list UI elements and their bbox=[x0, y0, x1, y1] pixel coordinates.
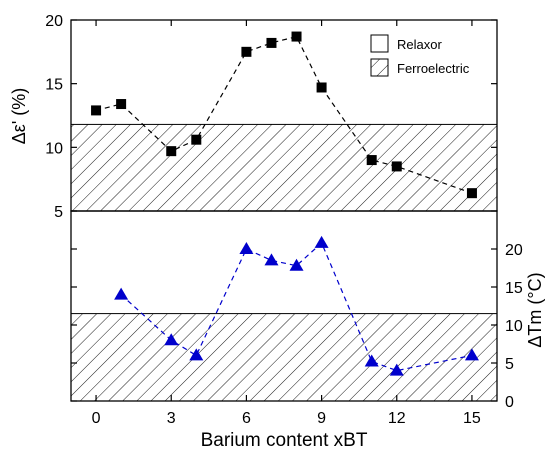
bottom-plot-frame bbox=[70, 210, 498, 402]
top-panel: 5 10 15 20 Δε' (%) bbox=[9, 13, 498, 221]
top-data-point bbox=[316, 82, 327, 93]
top-data-point bbox=[291, 31, 302, 42]
top-shaded-region bbox=[70, 123, 498, 212]
legend-swatch-ferroelectric bbox=[370, 58, 389, 77]
bottom-y-tick-label: 15 bbox=[505, 280, 523, 297]
bottom-data-point bbox=[464, 348, 479, 361]
bottom-series-line bbox=[120, 241, 473, 372]
top-y-axis-label: Δε' (%) bbox=[9, 88, 29, 144]
bottom-shaded-region bbox=[70, 313, 498, 402]
bottom-markers bbox=[114, 235, 479, 376]
bottom-data-point bbox=[314, 235, 329, 248]
top-y-tick-label: 5 bbox=[54, 204, 63, 221]
x-ticks: 0 3 6 9 12 15 bbox=[92, 20, 481, 427]
bottom-y-axis-label: ΔTm (°C) bbox=[525, 272, 545, 347]
bottom-data-point bbox=[289, 258, 304, 271]
bottom-data-point bbox=[164, 333, 179, 346]
legend-swatch-relaxor bbox=[370, 34, 389, 53]
top-data-point bbox=[116, 99, 127, 110]
legend-label-relaxor: Relaxor bbox=[397, 37, 442, 52]
x-tick-label: 12 bbox=[388, 410, 406, 427]
top-data-point bbox=[366, 155, 377, 166]
bottom-y-tick-label: 20 bbox=[505, 242, 523, 259]
bottom-data-point bbox=[189, 348, 204, 361]
top-y-tick-label: 20 bbox=[45, 13, 63, 30]
bottom-data-point bbox=[364, 354, 379, 367]
top-markers bbox=[91, 31, 477, 199]
legend-label-ferroelectric: Ferroelectric bbox=[397, 61, 470, 76]
bottom-y-ticks: 0 5 10 15 20 bbox=[71, 210, 523, 411]
top-data-point bbox=[191, 134, 202, 145]
bottom-data-point bbox=[239, 242, 254, 254]
top-y-tick-label: 15 bbox=[45, 77, 63, 94]
x-axis-label: Barium content xBT bbox=[201, 430, 368, 451]
top-data-point bbox=[91, 105, 102, 116]
x-tick-label: 0 bbox=[92, 410, 101, 427]
bottom-y-tick-label: 5 bbox=[505, 356, 514, 373]
bottom-panel: 0 5 10 15 20 ΔTm (°C) bbox=[70, 210, 545, 411]
top-data-point bbox=[466, 188, 477, 199]
bottom-data-point bbox=[114, 287, 129, 300]
x-tick-label: 3 bbox=[167, 410, 176, 427]
top-data-point bbox=[391, 161, 402, 172]
bottom-data-point bbox=[389, 363, 404, 376]
bottom-y-tick-label: 10 bbox=[505, 318, 523, 335]
top-data-point bbox=[241, 46, 252, 57]
top-y-ticks: 5 10 15 20 bbox=[45, 13, 497, 221]
top-data-point bbox=[266, 37, 277, 48]
bottom-data-point bbox=[264, 253, 279, 266]
top-y-tick-label: 10 bbox=[45, 140, 63, 157]
x-tick-label: 9 bbox=[317, 410, 326, 427]
top-data-point bbox=[166, 146, 177, 157]
x-tick-label: 15 bbox=[463, 410, 481, 427]
bottom-y-tick-label: 0 bbox=[505, 394, 514, 411]
legend: Relaxor Ferroelectric bbox=[370, 34, 470, 77]
x-tick-label: 6 bbox=[242, 410, 251, 427]
